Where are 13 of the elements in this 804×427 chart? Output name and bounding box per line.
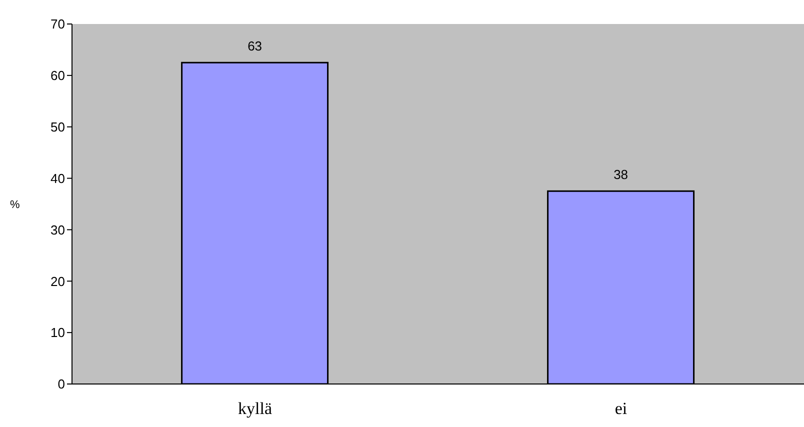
y-tick-label: 20: [50, 274, 65, 289]
x-tick-label: ei: [614, 399, 628, 418]
y-tick-label: 0: [58, 376, 65, 392]
y-tick-label: 40: [50, 170, 65, 186]
y-tick-label: 10: [50, 325, 65, 340]
y-tick-label: 60: [50, 68, 65, 84]
x-tick-label: kyllä: [238, 399, 272, 418]
y-tick-label: 70: [50, 16, 65, 32]
data-label: 38: [614, 167, 628, 182]
data-label: 63: [248, 38, 262, 54]
y-tick-label: 30: [50, 222, 65, 238]
y-axis-title: %: [10, 198, 20, 211]
y-tick-label: 50: [50, 119, 65, 134]
